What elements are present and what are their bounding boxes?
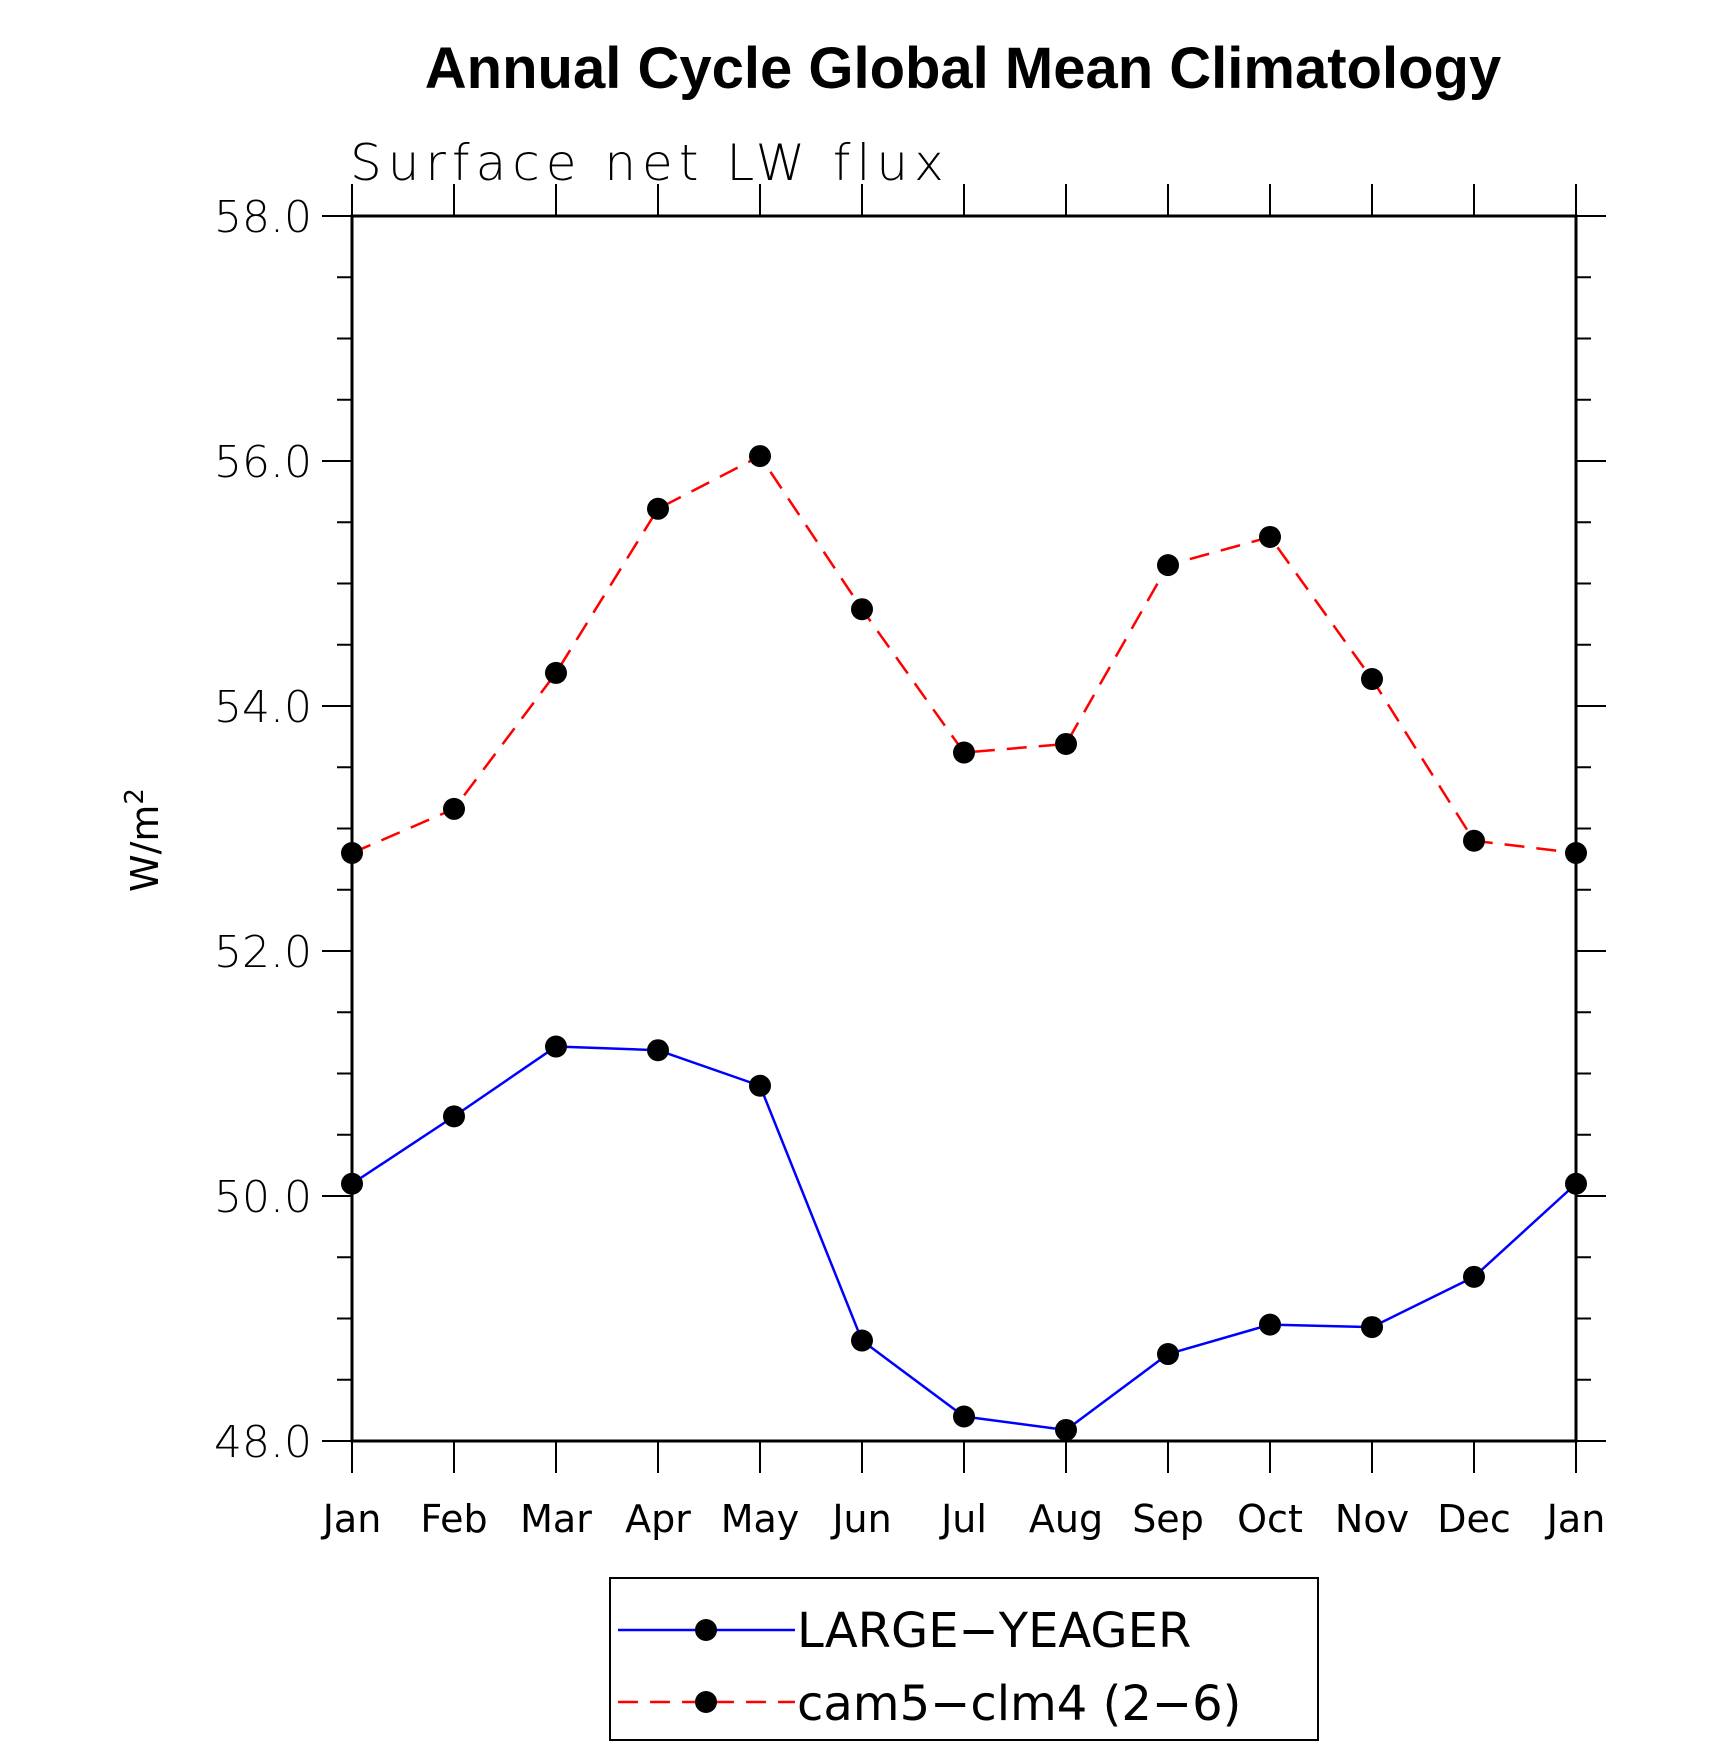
x-tick-label: Jun (830, 1497, 891, 1541)
series-1-point (749, 445, 771, 468)
legend: LARGE−YEAGER cam5−clm4 (2−6) (609, 1577, 1319, 1741)
series-0-point (1361, 1316, 1383, 1339)
y-axis-label-base: W/m (123, 805, 167, 892)
legend-label-cam5-clm4: cam5−clm4 (2−6) (797, 1676, 1241, 1732)
series-1-point (1055, 732, 1077, 755)
y-axis-label-sup: 2 (120, 788, 150, 805)
y-tick-label: 58.0 (214, 192, 312, 243)
series-0-point (953, 1405, 975, 1428)
series-1-point (1565, 842, 1587, 864)
legend-label-large-yeager: LARGE−YEAGER (797, 1603, 1191, 1659)
legend-marker-large-yeager (695, 1619, 717, 1641)
chart-subtitle: Surface net LW flux (350, 134, 950, 192)
x-tick-label: Jan (1545, 1497, 1606, 1541)
y-tick-label: 54.0 (214, 682, 312, 733)
series-layer (341, 445, 1587, 1441)
x-tick-label: Aug (1029, 1497, 1103, 1541)
series-0-point (851, 1329, 873, 1352)
series-1-point (1463, 829, 1485, 852)
x-tick-label: Nov (1335, 1497, 1409, 1541)
y-tick-label: 48.0 (214, 1417, 312, 1468)
x-tick-label: Apr (625, 1497, 691, 1541)
series-0-point (443, 1105, 465, 1128)
plot-frame (350, 214, 1578, 1443)
series-0-point (1055, 1418, 1077, 1441)
x-tick-label: Oct (1237, 1497, 1303, 1541)
series-0-point (1157, 1343, 1179, 1366)
series-1-point (1259, 525, 1281, 548)
series-1-point (647, 497, 669, 520)
y-tick-label: 56.0 (214, 437, 312, 488)
x-tick-label: Sep (1132, 1497, 1204, 1541)
legend-marker-cam5-clm4 (695, 1691, 717, 1713)
series-0-point (1259, 1313, 1281, 1336)
y-tick-label: 52.0 (214, 927, 312, 978)
series-line-0 (351, 1045, 1577, 1432)
series-line-1 (351, 454, 1577, 855)
y-axis-label: W/m2 (120, 788, 167, 892)
series-1-point (953, 741, 975, 764)
plot-axes: 48.0 50.0 52.0 54.0 56.0 58.0 Jan Feb Mar Apr May J… (214, 184, 1606, 1541)
x-tick-label: May (721, 1497, 800, 1541)
series-1-point (443, 797, 465, 820)
series-1-point (341, 842, 363, 864)
series-0-point (749, 1074, 771, 1097)
series-0-point (545, 1035, 567, 1058)
x-tick-label: Jan (321, 1497, 382, 1541)
x-tick-label: Dec (1437, 1497, 1511, 1541)
x-tick-label: Mar (520, 1497, 592, 1541)
series-1-point (1361, 668, 1383, 691)
series-1-point (545, 661, 567, 684)
series-0-point (1565, 1172, 1587, 1195)
y-tick-label: 50.0 (214, 1172, 312, 1223)
series-1-point (1157, 554, 1179, 577)
legend-box (609, 1577, 1319, 1741)
chart-title: Annual Cycle Global Mean Climatology (425, 36, 1501, 101)
series-0-point (341, 1172, 363, 1195)
series-1-point (851, 598, 873, 621)
x-tick-label: Feb (420, 1497, 487, 1541)
series-0-point (647, 1039, 669, 1062)
x-tick-label: Jul (939, 1497, 987, 1541)
series-0-point (1463, 1265, 1485, 1288)
